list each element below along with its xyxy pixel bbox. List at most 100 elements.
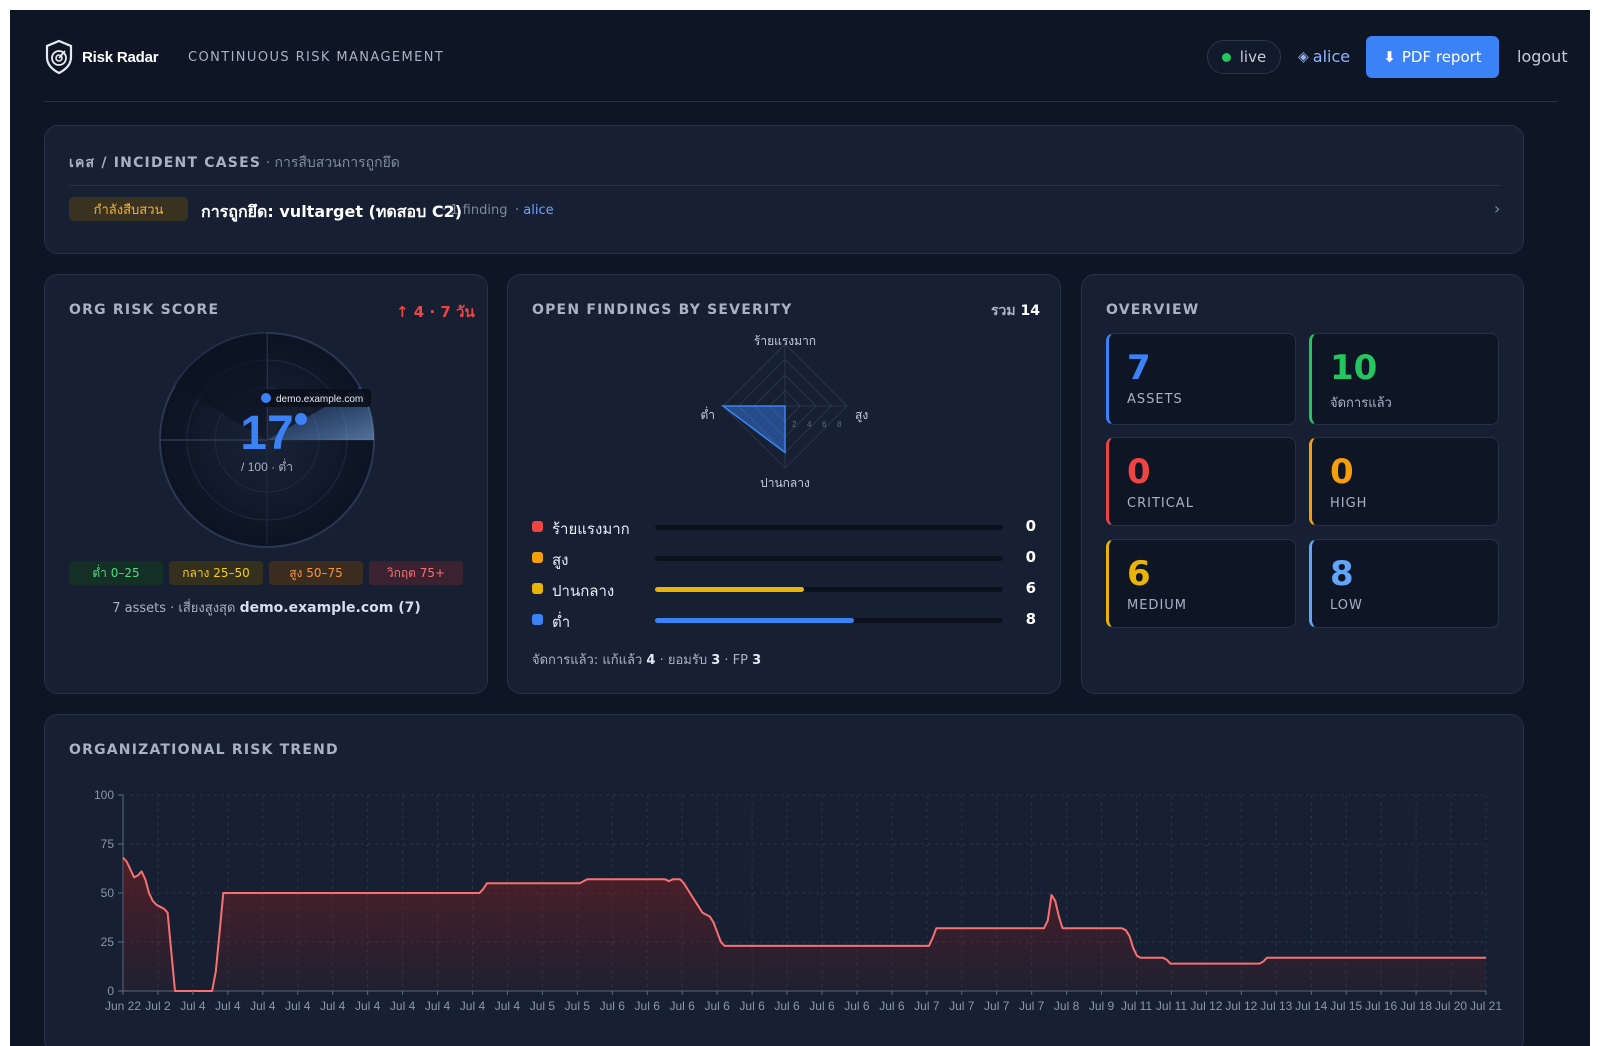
radar-tick-6: 6 <box>822 420 827 429</box>
severity-label: ร้ายแรงมาก <box>552 520 630 538</box>
live-status-pill: live <box>1207 40 1281 74</box>
x-tick-label: Jul 4 <box>285 999 311 1013</box>
case-title-link[interactable]: การถูกยึด: vultarget (ทดสอบ C2) <box>201 202 463 221</box>
findings-total: รวม 14 <box>991 300 1040 322</box>
x-tick-label: Jul 6 <box>809 999 835 1013</box>
risk-score-value: 17 <box>240 407 293 460</box>
severity-row-high: สูง 0 <box>532 548 1036 569</box>
severity-count: 6 <box>1025 579 1036 597</box>
x-tick-label: Jul 12 <box>1225 999 1257 1013</box>
top-asset-tag: demo.example.com <box>276 394 363 405</box>
x-tick-label: Jul 8 <box>1054 999 1080 1013</box>
chevron-right-icon[interactable]: › <box>1494 199 1501 218</box>
x-tick-label: Jun 22 <box>105 999 141 1013</box>
risk-radar-gauge: demo.example.com 17 / 100 · ต่ำ <box>159 332 375 548</box>
shield-radar-icon <box>45 39 73 75</box>
tile-label: CRITICAL <box>1127 496 1194 511</box>
download-icon: ⬇ <box>1383 48 1396 66</box>
logo[interactable]: Risk Radar <box>44 39 159 75</box>
top-asset-name[interactable]: demo.example.com (7) <box>239 600 421 616</box>
org-risk-score-title: ORG RISK SCORE <box>69 302 220 318</box>
x-tick-label: Jul 6 <box>739 999 765 1013</box>
tile-assets[interactable]: 7 ASSETS <box>1106 333 1296 425</box>
incident-cases-title: เคส / INCIDENT CASES · การสืบสวนการถูกยึ… <box>69 152 400 174</box>
x-tick-label: Jul 14 <box>1295 999 1327 1013</box>
severity-bar-track <box>655 556 1003 561</box>
tile-value: 0 <box>1330 452 1354 492</box>
band-low: ต่ำ 0–25 <box>69 561 163 585</box>
handled-summary: จัดการแล้ว: แก้แล้ว 4 · ยอมรับ 3 · FP 3 <box>532 649 761 670</box>
low-swatch <box>532 614 543 625</box>
x-tick-label: Jul 5 <box>530 999 556 1013</box>
x-tick-label: Jul 6 <box>635 999 661 1013</box>
band-critical: วิกฤต 75+ <box>369 561 463 585</box>
tile-label: จัดการแล้ว <box>1330 396 1392 411</box>
case-owner: · alice <box>515 203 554 218</box>
org-risk-score-card: ORG RISK SCORE ↑ 4 · 7 วัน <box>44 274 488 694</box>
severity-radar-chart: ร้ายแรงมาก สูง ปานกลาง ต่ำ 2 4 6 8 <box>700 334 868 490</box>
x-tick-label: Jul 6 <box>669 999 695 1013</box>
severity-bar-track <box>655 587 1003 592</box>
risk-area <box>123 857 1486 991</box>
accepted-prefix: · ยอมรับ <box>655 653 712 668</box>
tile-value: 10 <box>1330 348 1378 388</box>
x-tick-label: Jul 7 <box>984 999 1010 1013</box>
x-tick-label: Jul 4 <box>250 999 276 1013</box>
x-tick-label: Jul 6 <box>879 999 905 1013</box>
risk-score-suffix: / 100 · ต่ำ <box>241 458 293 474</box>
x-tick-label: Jul 6 <box>844 999 870 1013</box>
severity-row-medium: ปานกลาง 6 <box>532 579 1036 600</box>
risk-trend-chart: 0 25 50 75 100 Jun 22 Jul 2 Jul 4 Jul 4 Jul 4 Jul … <box>94 788 1502 1013</box>
x-tick-label: Jul 4 <box>180 999 206 1013</box>
diamond-icon: ◈ <box>1298 48 1309 65</box>
logout-link[interactable]: logout <box>1517 47 1568 66</box>
x-tick-label: Jul 5 <box>565 999 591 1013</box>
user-link[interactable]: ◈ alice <box>1298 47 1350 66</box>
tile-value: 7 <box>1127 348 1151 388</box>
severity-bar-track <box>655 618 1003 623</box>
severity-bar-fill <box>655 587 805 592</box>
live-status-label: live <box>1239 48 1267 66</box>
assets-summary-prefix: 7 assets · เสี่ยงสูงสุด <box>112 601 240 616</box>
accepted-count: 3 <box>711 653 721 668</box>
x-tick-label: Jul 2 <box>145 999 171 1013</box>
x-tick-label: Jul 21 <box>1470 999 1502 1013</box>
tile-critical[interactable]: 0 CRITICAL <box>1106 437 1296 526</box>
findings-by-severity-card: OPEN FINDINGS BY SEVERITY รวม 14 ร้ายแรง… <box>507 274 1061 694</box>
tile-handled[interactable]: 10 จัดการแล้ว <box>1309 333 1499 425</box>
risk-delta: ↑ 4 · 7 วัน <box>396 303 475 321</box>
y-tick-label: 75 <box>101 837 115 851</box>
risk-trend-title: ORGANIZATIONAL RISK TREND <box>69 742 339 758</box>
live-dot-icon <box>1221 52 1231 62</box>
pdf-report-label: PDF report <box>1401 48 1482 66</box>
tile-label: MEDIUM <box>1127 598 1188 613</box>
radar-tick-2: 2 <box>792 420 797 429</box>
risk-line <box>122 857 1486 992</box>
overview-title: OVERVIEW <box>1106 302 1200 318</box>
findings-total-value: 14 <box>1020 303 1040 319</box>
severity-row-critical: ร้ายแรงมาก 0 <box>532 517 1036 538</box>
tile-low[interactable]: 8 LOW <box>1309 539 1499 628</box>
medium-swatch <box>532 583 543 594</box>
pdf-report-button[interactable]: ⬇ PDF report <box>1366 36 1499 78</box>
x-tick-label: Jul 11 <box>1121 999 1152 1013</box>
radar-axis-critical: ร้ายแรงมาก <box>754 334 816 348</box>
radar-axis-high: สูง <box>855 408 868 423</box>
severity-bar-track <box>655 525 1003 530</box>
fixed-count: 4 <box>646 653 656 668</box>
x-tick-label: Jul 20 <box>1435 999 1467 1013</box>
investigating-badge: กำลังสืบสวน <box>69 197 188 221</box>
fp-count: 3 <box>752 653 762 668</box>
x-tick-label: Jul 7 <box>914 999 940 1013</box>
x-tick-label: Jul 6 <box>600 999 626 1013</box>
tile-medium[interactable]: 6 MEDIUM <box>1106 539 1296 628</box>
risk-bands: ต่ำ 0–25 กลาง 25–50 สูง 50–75 วิกฤต 75+ <box>69 561 463 585</box>
tile-value: 0 <box>1127 452 1151 492</box>
y-tick-label: 25 <box>101 935 115 949</box>
tile-high[interactable]: 0 HIGH <box>1309 437 1499 526</box>
assets-summary: 7 assets · เสี่ยงสูงสุด demo.example.com… <box>45 597 488 618</box>
tagline: CONTINUOUS RISK MANAGEMENT <box>188 50 445 65</box>
incident-cases-card: เคส / INCIDENT CASES · การสืบสวนการถูกยึ… <box>44 125 1524 254</box>
radar-tick-4: 4 <box>807 420 812 429</box>
severity-count: 8 <box>1025 610 1036 628</box>
